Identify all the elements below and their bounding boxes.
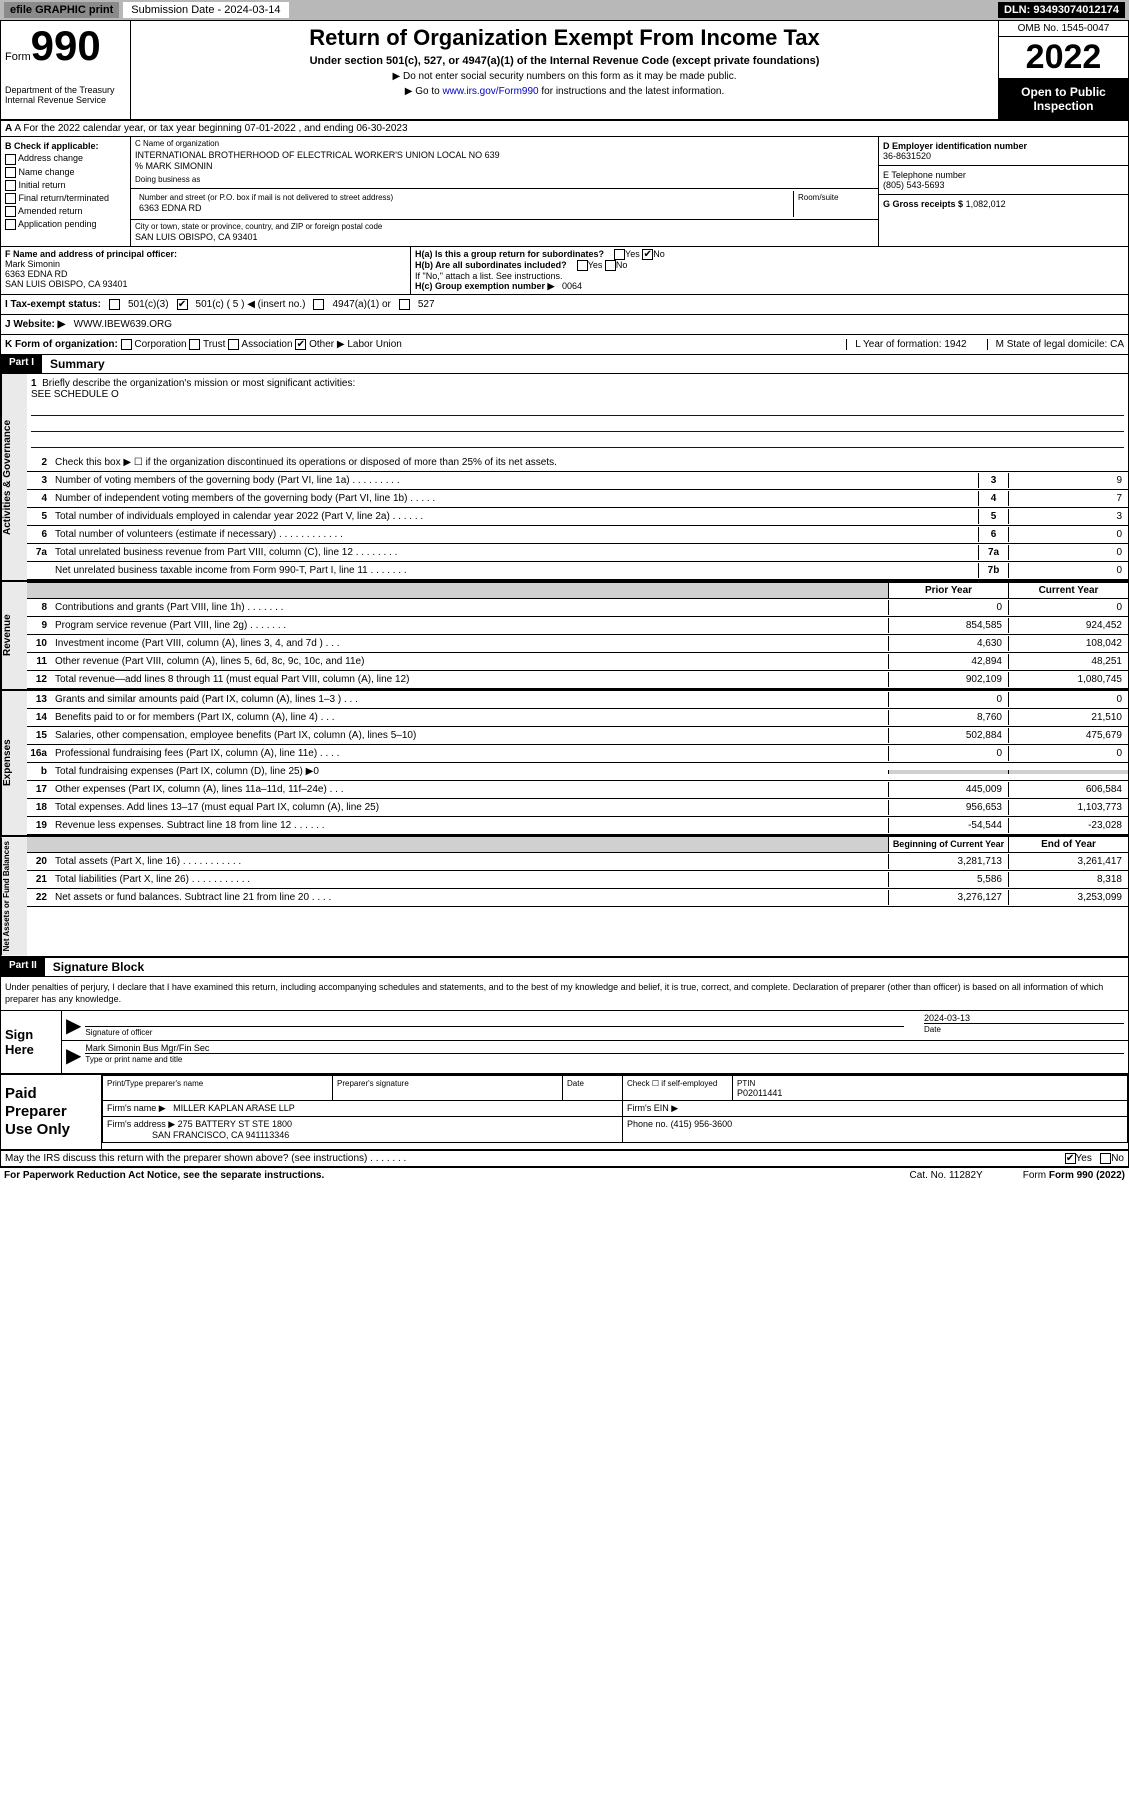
summary-line: 11Other revenue (Part VIII, column (A), … — [27, 653, 1128, 671]
signature-declaration: Under penalties of perjury, I declare th… — [1, 977, 1128, 1011]
summary-line: 6Total number of volunteers (estimate if… — [27, 526, 1128, 544]
dln: DLN: 93493074012174 — [998, 2, 1125, 18]
row-a-tax-year: A A For the 2022 calendar year, or tax y… — [1, 121, 1128, 137]
summary-line: 16aProfessional fundraising fees (Part I… — [27, 745, 1128, 763]
efile-label[interactable]: efile GRAPHIC print — [4, 2, 119, 18]
name-arrow-icon: ▶ — [66, 1043, 81, 1068]
summary-expenses: Expenses 13Grants and similar amounts pa… — [1, 691, 1128, 837]
may-discuss-row: May the IRS discuss this return with the… — [1, 1151, 1128, 1167]
form-note-2: ▶ Go to www.irs.gov/Form990 for instruct… — [135, 86, 994, 97]
summary-line: Net unrelated business taxable income fr… — [27, 562, 1128, 580]
main-info-box: B Check if applicable: Address change Na… — [1, 137, 1128, 246]
checkbox-item[interactable]: Name change — [5, 167, 126, 178]
open-inspection: Open to Public Inspection — [999, 79, 1128, 119]
vtab-governance: Activities & Governance — [1, 374, 27, 580]
website-value: WWW.IBEW639.ORG — [74, 319, 172, 330]
checkbox-item[interactable]: Amended return — [5, 206, 126, 217]
vtab-expenses: Expenses — [1, 691, 27, 835]
form-header: Form990 Department of the Treasury Inter… — [1, 21, 1128, 121]
submission-date: Submission Date - 2024-03-14 — [123, 2, 288, 18]
form-note-1: ▶ Do not enter social security numbers o… — [135, 71, 994, 82]
dept-label: Department of the Treasury Internal Reve… — [5, 85, 126, 105]
summary-line: 2Check this box ▶ ☐ if the organization … — [27, 454, 1128, 472]
irs-link[interactable]: www.irs.gov/Form990 — [442, 86, 538, 97]
summary-line: 22Net assets or fund balances. Subtract … — [27, 889, 1128, 907]
summary-line: bTotal fundraising expenses (Part IX, co… — [27, 763, 1128, 781]
summary-line: 5Total number of individuals employed in… — [27, 508, 1128, 526]
summary-line: 19Revenue less expenses. Subtract line 1… — [27, 817, 1128, 835]
form-number: 990 — [31, 22, 101, 69]
summary-line: 12Total revenue—add lines 8 through 11 (… — [27, 671, 1128, 689]
summary-line: 3Number of voting members of the governi… — [27, 472, 1128, 490]
summary-line: 21Total liabilities (Part X, line 26) . … — [27, 871, 1128, 889]
box-c: C Name of organization INTERNATIONAL BRO… — [131, 137, 878, 245]
summary-governance: Activities & Governance 1 Briefly descri… — [1, 374, 1128, 582]
summary-revenue: Revenue Prior Year Current Year 8Contrib… — [1, 582, 1128, 691]
summary-line: 17Other expenses (Part IX, column (A), l… — [27, 781, 1128, 799]
paid-preparer-box: Paid Preparer Use Only Print/Type prepar… — [1, 1075, 1128, 1151]
omb-number: OMB No. 1545-0047 — [999, 21, 1128, 37]
form-word: Form — [5, 51, 31, 63]
summary-net-assets: Net Assets or Fund Balances Beginning of… — [1, 837, 1128, 957]
checkbox-item[interactable]: Initial return — [5, 180, 126, 191]
checkbox-item[interactable]: Final return/terminated — [5, 193, 126, 204]
tax-year: 2022 — [999, 37, 1128, 79]
summary-line: 8Contributions and grants (Part VIII, li… — [27, 599, 1128, 617]
page-footer: For Paperwork Reduction Act Notice, see … — [0, 1168, 1129, 1183]
summary-line: 14Benefits paid to or for members (Part … — [27, 709, 1128, 727]
summary-line: 15Salaries, other compensation, employee… — [27, 727, 1128, 745]
ein-value: 36-8631520 — [883, 151, 931, 161]
phone-value: (805) 543-5693 — [883, 180, 945, 190]
part-2-header: Part II Signature Block — [1, 958, 1128, 977]
checkbox-item[interactable]: Application pending — [5, 219, 126, 230]
row-k-form-org: K Form of organization: Corporation Trus… — [1, 335, 1128, 355]
checkbox-item[interactable]: Address change — [5, 153, 126, 164]
summary-line: 18Total expenses. Add lines 13–17 (must … — [27, 799, 1128, 817]
part-1-header: Part I Summary — [1, 355, 1128, 374]
mission-block: 1 Briefly describe the organization's mi… — [27, 374, 1128, 454]
summary-line: 9Program service revenue (Part VIII, lin… — [27, 617, 1128, 635]
form-title: Return of Organization Exempt From Incom… — [135, 25, 994, 51]
row-i-tax-status: I Tax-exempt status: 501(c)(3) 501(c) ( … — [1, 295, 1128, 315]
form-page: Form990 Department of the Treasury Inter… — [0, 20, 1129, 1168]
box-b: B Check if applicable: Address change Na… — [1, 137, 131, 245]
sign-here-box: Sign Here ▶ Signature of officer 2024-03… — [1, 1011, 1128, 1075]
row-j-website: J Website: ▶ WWW.IBEW639.ORG — [1, 315, 1128, 335]
summary-line: 20Total assets (Part X, line 16) . . . .… — [27, 853, 1128, 871]
form-subtitle: Under section 501(c), 527, or 4947(a)(1)… — [135, 55, 994, 67]
row-f-h: F Name and address of principal officer:… — [1, 247, 1128, 295]
vtab-revenue: Revenue — [1, 582, 27, 689]
summary-line: 7aTotal unrelated business revenue from … — [27, 544, 1128, 562]
vtab-net-assets: Net Assets or Fund Balances — [1, 837, 27, 955]
gross-receipts: 1,082,012 — [966, 199, 1006, 209]
box-deg: D Employer identification number 36-8631… — [878, 137, 1128, 245]
signature-arrow-icon: ▶ — [66, 1013, 81, 1038]
summary-line: 10Investment income (Part VIII, column (… — [27, 635, 1128, 653]
summary-line: 4Number of independent voting members of… — [27, 490, 1128, 508]
top-bar: efile GRAPHIC print Submission Date - 20… — [0, 0, 1129, 20]
mission-value: SEE SCHEDULE O — [31, 389, 119, 400]
summary-line: 13Grants and similar amounts paid (Part … — [27, 691, 1128, 709]
